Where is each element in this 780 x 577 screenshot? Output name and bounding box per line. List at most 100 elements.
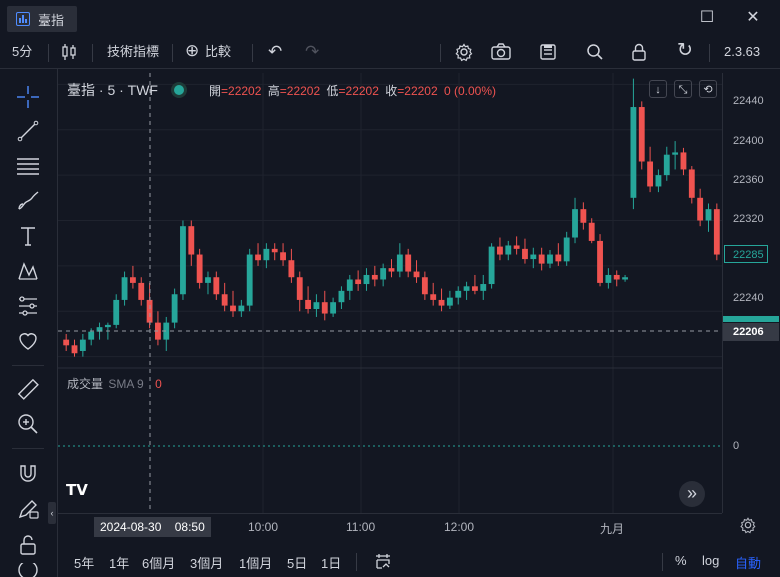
candle-body — [455, 290, 462, 298]
range-1m[interactable]: 1個月 — [239, 556, 273, 571]
candle-body — [230, 305, 236, 312]
interval-selector[interactable]: 5分 — [12, 44, 33, 59]
search-icon[interactable] — [585, 42, 605, 62]
chart-grid — [58, 73, 722, 513]
unlock-icon[interactable] — [14, 531, 42, 559]
collapse-toolbar-handle[interactable]: ‹ — [48, 502, 56, 524]
candle-body — [330, 302, 337, 314]
candle-body — [129, 277, 136, 283]
candle-body — [271, 248, 278, 253]
save-layout-icon[interactable] — [538, 42, 558, 62]
candle-body — [497, 246, 503, 255]
percent-scale-toggle[interactable]: % — [675, 553, 687, 568]
symbol-legend[interactable]: 臺指 · 5 · TWF — [67, 80, 184, 100]
collapse-arrows-icon[interactable]: ⤡ — [674, 80, 692, 98]
symbol-title[interactable]: 臺指 · 5 · TWF — [67, 82, 158, 98]
candle-body — [405, 254, 412, 272]
candle-body — [121, 277, 128, 300]
candle-body — [413, 271, 420, 278]
axis-settings-gear-icon[interactable] — [739, 516, 757, 534]
candle-body — [396, 254, 403, 272]
current-price-badge: 22285 — [724, 245, 768, 263]
candle-body — [221, 294, 228, 306]
camera-snapshot-icon[interactable] — [490, 42, 512, 62]
range-3m[interactable]: 3個月 — [190, 556, 224, 571]
candle-body — [580, 209, 587, 223]
app-tab[interactable]: 臺指 — [7, 6, 77, 32]
candle-body — [630, 107, 637, 198]
scroll-to-realtime-button[interactable]: » — [679, 481, 705, 507]
candle-body — [638, 107, 645, 162]
version-label: 2.3.63 — [724, 44, 761, 59]
candle-body — [380, 268, 387, 280]
refresh-icon[interactable]: ↻ — [677, 40, 693, 61]
candle-body — [680, 152, 687, 170]
magnet-icon[interactable] — [14, 460, 42, 488]
maximize-button[interactable]: ☐ — [699, 9, 715, 26]
settings-gear-icon[interactable] — [454, 42, 474, 62]
candle-body — [138, 282, 145, 300]
eye-icon[interactable] — [14, 563, 42, 577]
candle-body — [163, 322, 170, 340]
candlestick-type-icon[interactable] — [60, 43, 78, 61]
range-5d[interactable]: 5日 — [287, 556, 308, 571]
candle-body — [563, 237, 570, 262]
compare-button[interactable]: 比較 — [205, 44, 232, 59]
candle-body — [421, 277, 428, 295]
range-1d[interactable]: 1日 — [321, 556, 342, 571]
time-tick: 12:00 — [444, 520, 475, 534]
close-button[interactable]: ✕ — [746, 9, 760, 26]
fullscreen-icon[interactable]: ⟲ — [699, 80, 717, 98]
toolbar-divider — [172, 44, 173, 62]
candle-body — [321, 302, 328, 314]
candle-body — [655, 175, 662, 187]
text-tool-icon[interactable] — [14, 222, 42, 250]
pencil-lock-icon[interactable] — [14, 495, 42, 523]
range-1y[interactable]: 1年 — [109, 556, 130, 571]
fib-retracement-icon[interactable] — [14, 152, 42, 180]
candle-body — [171, 294, 178, 323]
price-chart[interactable] — [58, 73, 722, 513]
ruler-icon[interactable] — [14, 375, 42, 403]
lock-icon[interactable] — [630, 42, 648, 62]
candle-body — [180, 226, 186, 295]
tradingview-logo: TV — [66, 481, 88, 499]
pattern-icon[interactable] — [14, 257, 42, 285]
candle-body — [672, 152, 679, 155]
redo-icon[interactable]: ↷ — [305, 42, 320, 61]
zoom-in-icon[interactable] — [14, 410, 42, 438]
candle-body — [547, 254, 553, 264]
candle-body — [188, 226, 195, 255]
time-axis[interactable]: 10:00 11:00 12:00 九月 2024-08-30 08:50 — [58, 513, 722, 540]
indicators-button[interactable]: 技術指標 — [107, 44, 160, 59]
arrow-down-icon[interactable]: ↓ — [649, 80, 667, 98]
prediction-icon[interactable] — [14, 292, 42, 320]
candle-body — [146, 299, 153, 323]
candle-body — [705, 209, 712, 221]
crosshair-icon[interactable] — [14, 83, 42, 111]
price-axis[interactable]: 22440 22400 22360 22320 22240 22285 2220… — [722, 73, 780, 513]
brush-icon[interactable] — [14, 187, 42, 215]
candle-body — [246, 254, 253, 306]
candle-body — [296, 277, 303, 300]
candlestick-series — [63, 78, 720, 357]
trend-line-icon[interactable] — [14, 117, 42, 145]
market-status-dot — [174, 85, 184, 95]
tool-divider — [12, 448, 44, 449]
range-5y[interactable]: 5年 — [74, 556, 95, 571]
range-6m[interactable]: 6個月 — [142, 556, 176, 571]
volume-legend[interactable]: 成交量 SMA 9 0 — [67, 377, 162, 391]
top-toolbar: 5分 技術指標 ⊕ 比較 ↶ ↷ ↻ 2.3.63 — [0, 36, 780, 69]
heart-favorites-icon[interactable] — [14, 327, 42, 355]
undo-icon[interactable]: ↶ — [268, 42, 283, 61]
candle-body — [346, 279, 353, 291]
drawing-toolbar: ‹ — [0, 69, 58, 577]
toolbar-divider — [709, 44, 710, 62]
auto-scale-toggle[interactable]: 自動 — [735, 556, 762, 571]
candle-body — [688, 169, 695, 198]
log-scale-toggle[interactable]: log — [702, 553, 720, 568]
window-title-bar: 臺指 ☐ ✕ — [0, 0, 780, 36]
price-tick: 22440 — [733, 95, 764, 107]
candle-body — [313, 302, 320, 309]
goto-date-icon[interactable] — [374, 552, 392, 570]
